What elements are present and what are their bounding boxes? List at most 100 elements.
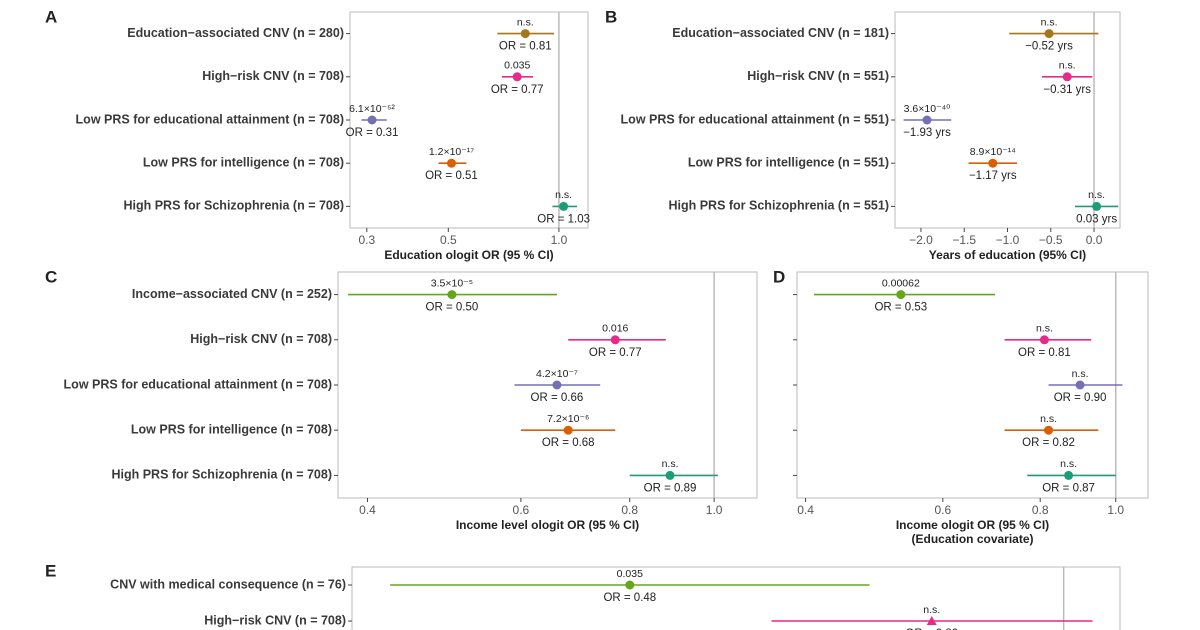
value-label: OR = 0.77 [491,84,544,96]
category-label: Education−associated CNV (n = 181) [672,26,889,40]
x-tick-label: 0.4 [359,503,376,517]
x-tick-label: 1.0 [551,233,568,247]
x-tick-label: 0.6 [934,503,951,517]
value-label: OR = 0.51 [425,170,478,182]
value-label: OR = 0.50 [426,302,479,314]
value-label: OR = 0.31 [346,127,399,139]
category-label: Income−associated CNV (n = 252) [132,287,332,301]
value-label: OR = 1.03 [537,213,590,225]
value-label: OR = 0.48 [603,592,656,604]
plot-area [351,566,1121,630]
value-label: OR = 0.80 [905,628,958,630]
panel-letter: C [45,267,57,286]
p-value-label: 6.1×10⁻⁵² [349,103,395,115]
p-value-label: n.s. [662,458,679,470]
x-axis-label: (Education covariate) [911,532,1033,546]
point [512,72,522,82]
value-label: OR = 0.53 [874,302,927,314]
point [1092,201,1102,211]
category-label: Education−associated CNV (n = 280) [127,26,344,40]
x-tick-label: −0.5 [1039,233,1063,247]
value-label: −1.93 yrs [903,127,951,139]
point [922,115,932,125]
p-value-label: 1.2×10⁻¹⁷ [429,146,474,158]
category-label: Low PRS for intelligence (n = 708) [143,155,344,169]
point [1044,425,1054,435]
category-label: High PRS for Schizophrenia (n = 708) [123,199,344,213]
value-label: OR = 0.68 [542,437,595,449]
p-value-label: 0.016 [602,323,628,335]
p-value-label: 3.6×10⁻⁴⁰ [904,103,951,115]
x-axis-label: Income ologit OR (95 % CI) [896,518,1049,532]
category-label: High−risk CNV (n = 708) [190,332,332,346]
p-value-label: 8.9×10⁻¹⁴ [970,146,1016,158]
value-label: OR = 0.90 [1054,392,1107,404]
category-label: High−risk CNV (n = 551) [747,69,889,83]
point [447,290,457,300]
value-label: −0.52 yrs [1025,41,1073,53]
point [446,158,456,168]
x-tick-label: 0.5 [440,233,457,247]
category-label: High PRS for Schizophrenia (n = 708) [111,468,332,482]
value-label: OR = 0.82 [1022,437,1075,449]
category-label: Low PRS for educational attainment (n = … [621,112,889,126]
plot-area [349,11,589,229]
point [559,201,569,211]
point [625,580,635,590]
x-tick-label: −1.0 [996,233,1020,247]
point [563,425,573,435]
x-tick-label: 0.0 [1086,233,1103,247]
category-label: High PRS for Schizophrenia (n = 551) [668,199,889,213]
panel-letter: E [45,561,56,580]
p-value-label: n.s. [1041,16,1058,28]
p-value-label: 0.035 [617,568,643,580]
x-tick-label: 0.8 [621,503,638,517]
x-tick-label: 1.0 [1107,503,1124,517]
p-value-label: 0.00062 [882,277,920,289]
point [926,616,937,625]
p-value-label: 0.035 [504,60,530,72]
x-axis-label: Income level ologit OR (95 % CI) [456,518,639,532]
point [610,335,620,345]
x-tick-label: −2.0 [909,233,933,247]
value-label: OR = 0.87 [1042,482,1095,494]
category-label: Low PRS for intelligence (n = 708) [131,422,332,436]
point [1039,335,1049,345]
x-tick-label: −1.5 [952,233,976,247]
value-label: 0.03 yrs [1076,213,1117,225]
p-value-label: n.s. [517,16,534,28]
point [367,115,377,125]
point [1062,72,1072,82]
value-label: −0.31 yrs [1043,84,1091,96]
value-label: OR = 0.89 [644,482,697,494]
panel-letter: B [605,7,617,26]
point [552,380,562,390]
point [1044,29,1054,39]
point [520,29,530,39]
category-label: Low PRS for educational attainment (n = … [64,377,332,391]
category-label: High−risk CNV (n = 708) [202,69,344,83]
panel-letter: A [45,7,57,26]
category-label: Low PRS for intelligence (n = 551) [688,155,889,169]
category-label: CNV with medical consequence (n = 76) [110,577,346,591]
value-label: OR = 0.81 [499,41,552,53]
value-label: −1.17 yrs [969,170,1017,182]
point [1075,380,1085,390]
point [896,290,906,300]
p-value-label: n.s. [1072,368,1089,380]
x-axis-label: Education ologit OR (95 % CI) [384,248,553,262]
p-value-label: n.s. [1088,189,1105,201]
p-value-label: n.s. [1036,323,1053,335]
category-label: Low PRS for educational attainment (n = … [76,112,344,126]
value-label: OR = 0.81 [1018,347,1071,359]
x-tick-label: 0.8 [1032,503,1049,517]
p-value-label: n.s. [1059,60,1076,72]
x-tick-label: 0.6 [513,503,530,517]
x-axis-label: Years of education (95% CI) [929,248,1086,262]
category-label: High−risk CNV (n = 708) [204,613,346,627]
p-value-label: n.s. [1040,413,1057,425]
p-value-label: n.s. [1060,458,1077,470]
p-value-label: n.s. [555,189,572,201]
p-value-label: 3.5×10⁻⁵ [431,277,473,289]
